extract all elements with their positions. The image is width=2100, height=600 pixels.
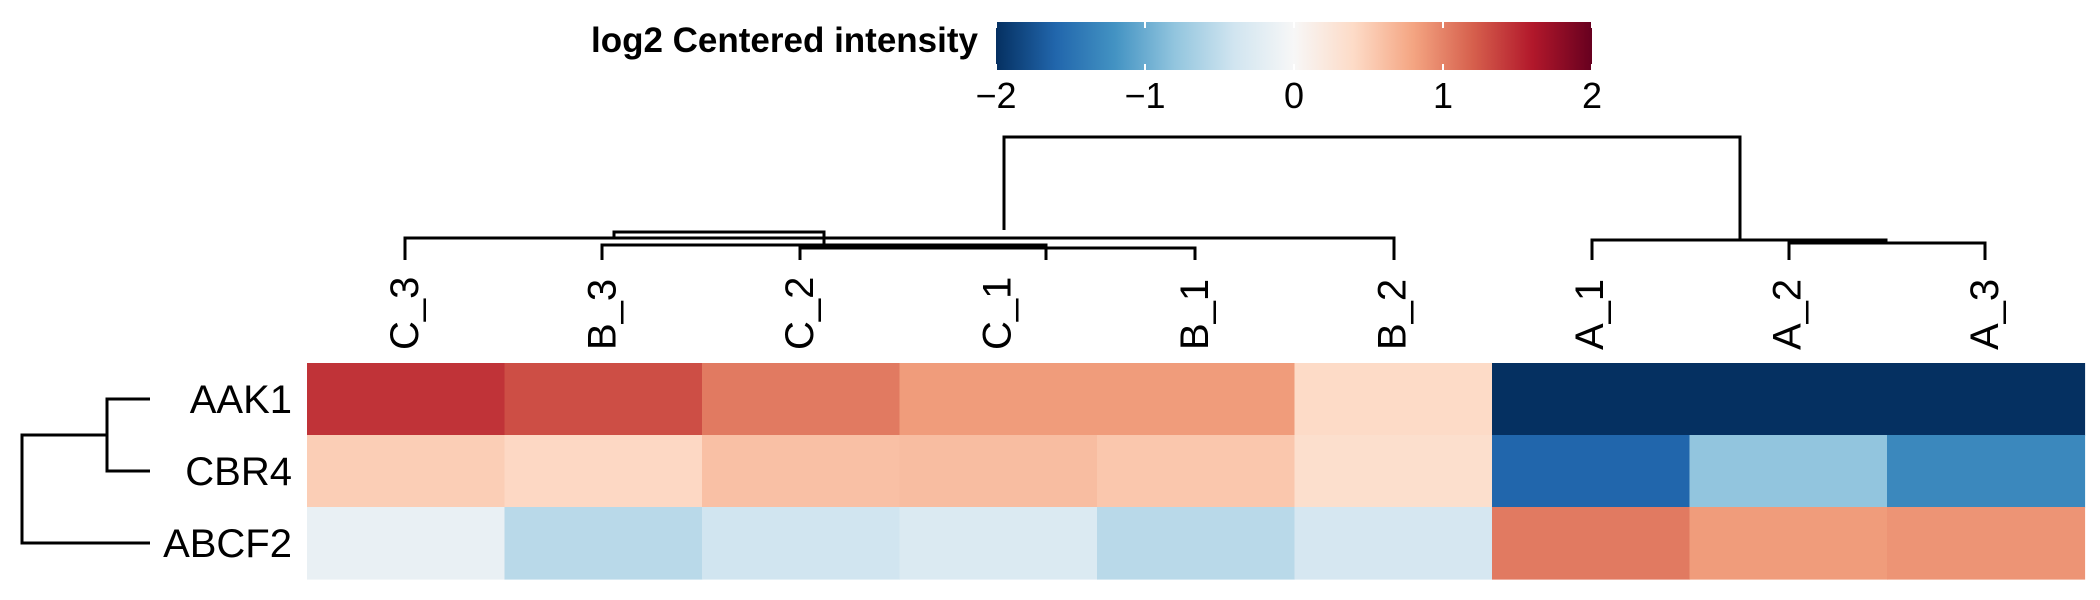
column-labels: C_3 B_3 C_2 C_1 B_1 B_2 A_1 A_2 A_3: [383, 277, 2007, 350]
column-label: A_2: [1765, 279, 1809, 350]
heatmap-cell: [1689, 435, 1888, 508]
column-label: B_2: [1370, 279, 1414, 350]
heatmap-cell: [307, 435, 506, 508]
heatmap-cell: [702, 435, 901, 508]
heatmap-cells: [307, 363, 2086, 580]
column-label: B_1: [1173, 279, 1217, 350]
column-dendrogram: [403, 135, 1987, 260]
heatmap-cell: [1492, 507, 1691, 580]
heatmap-cell: [1492, 435, 1691, 508]
heatmap-cell: [899, 435, 1098, 508]
heatmap-cell: [1097, 507, 1296, 580]
legend-tick-label: 2: [1582, 75, 1602, 116]
legend-title: log2 Centered intensity: [591, 21, 979, 60]
heatmap-cell: [1689, 507, 1888, 580]
legend-tick-label: 1: [1433, 75, 1453, 116]
column-label: B_3: [580, 279, 624, 350]
heatmap-cell: [1492, 363, 1691, 436]
heatmap-cell: [1097, 435, 1296, 508]
color-legend: log2 Centered intensity −2 −1 0 1 2: [591, 21, 1602, 116]
heatmap-cell: [1887, 363, 2086, 436]
legend-ticks: −2 −1 0 1 2: [975, 22, 1602, 116]
heatmap-cell: [899, 507, 1098, 580]
row-label: AAK1: [190, 378, 292, 422]
column-label: C_3: [383, 277, 427, 350]
heatmap-cell: [307, 507, 506, 580]
heatmap-cell: [307, 363, 506, 436]
heatmap-cell: [504, 507, 703, 580]
heatmap-cell: [702, 507, 901, 580]
heatmap-cell: [1887, 435, 2086, 508]
column-label: C_1: [975, 277, 1019, 350]
row-label: CBR4: [185, 450, 292, 494]
heatmap-cell: [1097, 363, 1296, 436]
heatmap-cell: [1294, 507, 1493, 580]
row-label: ABCF2: [163, 522, 292, 566]
heatmap-cell: [702, 363, 901, 436]
row-dendrogram: [20, 397, 150, 545]
legend-tick-label: −1: [1124, 75, 1165, 116]
row-labels: AAK1 CBR4 ABCF2: [163, 378, 292, 566]
heatmap-cell: [1294, 435, 1493, 508]
column-label: A_1: [1568, 279, 1612, 350]
legend-tick-label: 0: [1284, 75, 1304, 116]
heatmap-cell: [504, 363, 703, 436]
legend-tick-label: −2: [975, 75, 1016, 116]
column-label: A_3: [1963, 279, 2007, 350]
heatmap-cell: [504, 435, 703, 508]
colorbar: [996, 22, 1592, 70]
heatmap-cell: [899, 363, 1098, 436]
heatmap-cell: [1887, 507, 2086, 580]
heatmap-cell: [1689, 363, 1888, 436]
heatmap-cell: [1294, 363, 1493, 436]
column-label: C_2: [778, 277, 822, 350]
